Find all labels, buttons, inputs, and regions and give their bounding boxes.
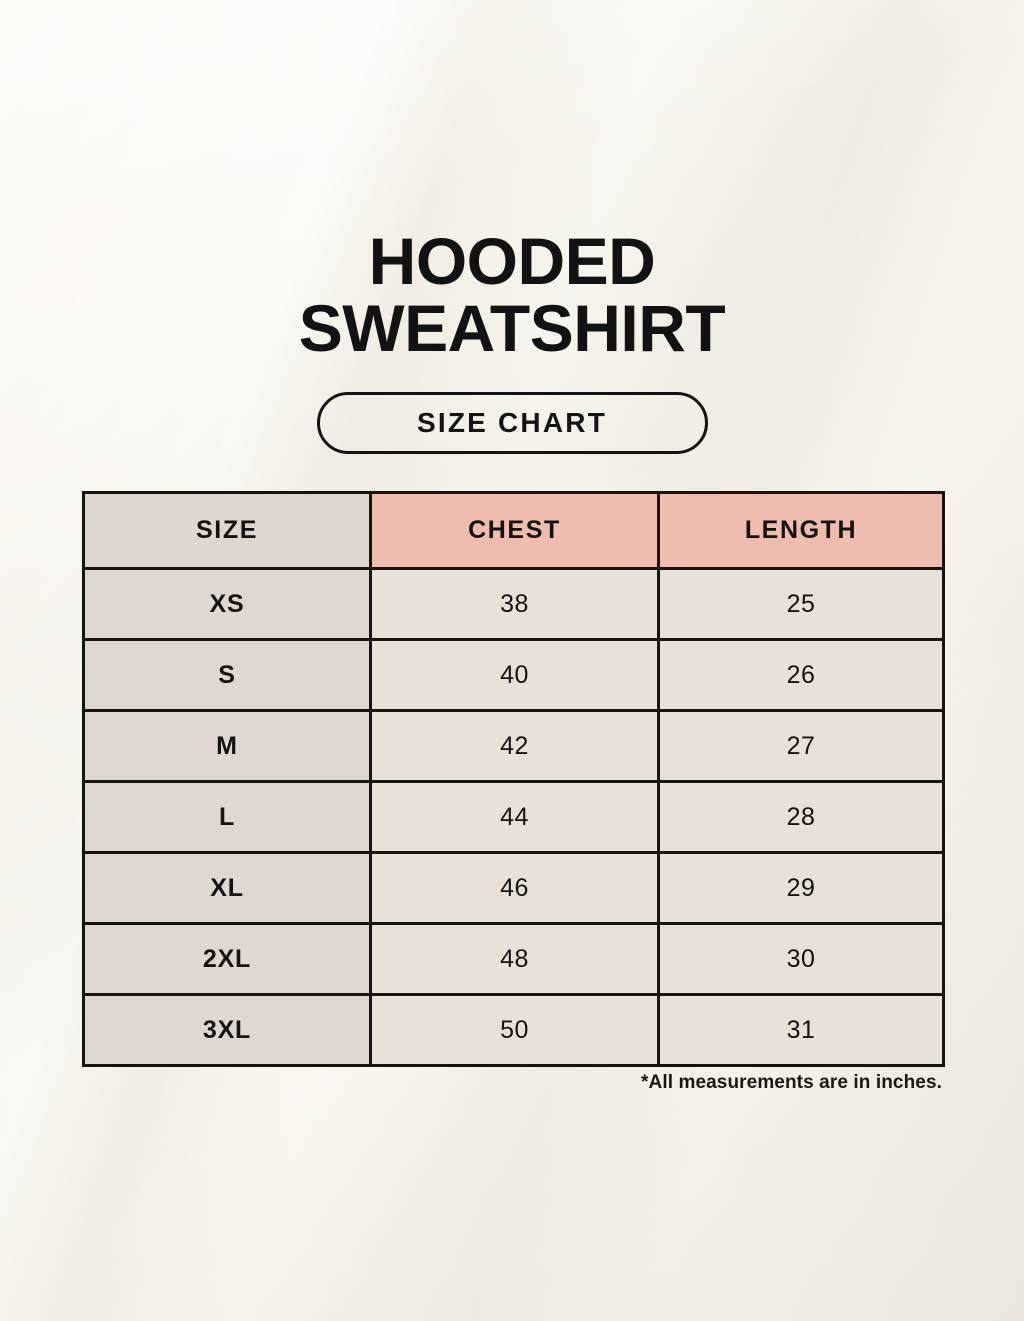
cell-chest: 42: [369, 709, 660, 783]
cell-chest: 46: [369, 851, 660, 925]
table-body: XS 38 25 S 40 26 M 42 27 L 44 28: [82, 567, 945, 1067]
cell-length: 28: [657, 780, 945, 854]
table-row: XS 38 25: [82, 567, 945, 641]
column-header-length: LENGTH: [657, 491, 945, 570]
size-chart-badge-label: SIZE CHART: [417, 407, 607, 438]
table-header-row: SIZE CHEST LENGTH: [82, 491, 945, 570]
table-row: L 44 28: [82, 780, 945, 854]
product-title: HOODED SWEATSHIRT: [298, 224, 726, 366]
size-chart-table: SIZE CHEST LENGTH XS 38 25 S 40 26 M: [82, 491, 945, 1067]
cell-length: 31: [657, 993, 945, 1067]
size-chart-table-wrapper: SIZE CHEST LENGTH XS 38 25 S 40 26 M: [82, 491, 945, 1067]
table-row: S 40 26: [82, 638, 945, 712]
cell-chest: 44: [369, 780, 660, 854]
cell-chest: 40: [369, 638, 660, 712]
cell-size: XS: [82, 567, 372, 641]
table-row: 2XL 48 30: [82, 922, 945, 996]
cell-length: 30: [657, 922, 945, 996]
cell-size: L: [82, 780, 372, 854]
cell-size: 2XL: [82, 922, 372, 996]
column-header-chest: CHEST: [369, 491, 660, 570]
measurement-note: *All measurements are in inches.: [641, 1072, 942, 1093]
cell-length: 27: [657, 709, 945, 783]
cell-length: 29: [657, 851, 945, 925]
table-row: 3XL 50 31: [82, 993, 945, 1067]
table-row: XL 46 29: [82, 851, 945, 925]
size-chart-badge: SIZE CHART: [316, 392, 708, 454]
cell-chest: 38: [369, 567, 660, 641]
cell-chest: 50: [369, 993, 660, 1067]
cell-chest: 48: [369, 922, 660, 996]
cell-size: M: [82, 709, 372, 783]
table-header: SIZE CHEST LENGTH: [82, 491, 945, 570]
table-row: M 42 27: [82, 709, 945, 783]
size-chart-badge-wrapper: SIZE CHART: [0, 392, 1024, 454]
cell-size: S: [82, 638, 372, 712]
cell-length: 25: [657, 567, 945, 641]
page-title: HOODED SWEATSHIRT: [0, 224, 1024, 366]
column-header-size: SIZE: [82, 491, 372, 570]
cell-size: 3XL: [82, 993, 372, 1067]
cell-length: 26: [657, 638, 945, 712]
cell-size: XL: [82, 851, 372, 925]
